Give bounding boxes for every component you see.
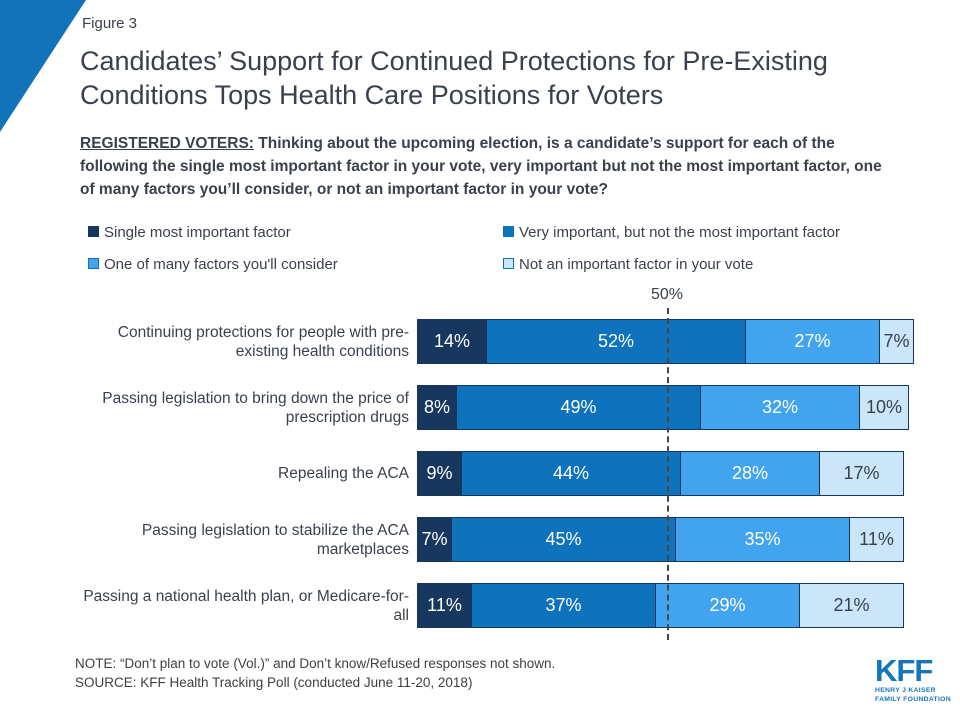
bar-segment: 29% [655,583,800,628]
segment-value: 14% [433,331,471,351]
bar-segment: 37% [471,583,656,628]
chart-row: Passing legislation to bring down the pr… [77,385,914,430]
legend-item: Single most important factor [88,224,503,241]
stacked-bar: 7% 45% 35% 11% [417,517,904,562]
bar-segment: 11% [417,583,472,628]
figure-label: Figure 3 [82,15,138,32]
corner-accent-triangle [0,0,86,132]
segment-value: 11% [859,529,894,549]
segment-value: 11% [427,595,462,615]
chart-row: Passing legislation to stabilize the ACA… [77,517,914,562]
bar-segment: 44% [461,451,681,496]
segment-value: 35% [744,529,781,549]
bar-segment: 28% [680,451,820,496]
legend-label: Very important, but not the most importa… [519,224,840,241]
segment-value: 52% [597,331,635,351]
segment-value: 21% [833,595,870,615]
chart-row: Continuing protections for people with p… [77,319,914,364]
bar-segment: 11% [849,517,904,562]
bar-segment: 35% [675,517,850,562]
segment-value: 45% [545,529,582,549]
bar-segment: 32% [700,385,860,430]
legend-label: One of many factors you'll consider [104,256,338,273]
bar-segment: 27% [745,319,880,364]
stacked-bar: 11% 37% 29% 21% [417,583,904,628]
legend-item: Not an important factor in your vote [503,256,840,273]
bar-segment: 52% [486,319,746,364]
bar-segment: 21% [799,583,904,628]
subtitle-prefix: REGISTERED VOTERS: [80,135,254,152]
legend-item: One of many factors you'll consider [88,256,503,273]
row-label: Passing a national health plan, or Medic… [83,587,409,624]
reference-line [667,308,669,640]
segment-value: 44% [552,463,590,483]
bar-segment: 8% [417,385,457,430]
segment-value: 32% [761,397,799,417]
row-label: Repealing the ACA [278,465,409,482]
segment-value: 9% [426,463,453,483]
stacked-bar: 8% 49% 32% 10% [417,385,909,430]
legend: Single most important factor Very importa… [88,224,840,273]
row-label: Passing legislation to stabilize the ACA… [141,521,409,558]
footer: NOTE: “Don’t plan to vote (Vol.)” and Do… [75,655,555,692]
bar-segment: 10% [859,385,909,430]
segment-value: 17% [843,463,880,483]
segment-value: 28% [731,463,769,483]
legend-label: Not an important factor in your vote [519,256,754,273]
legend-item: Very important, but not the most importa… [503,224,840,241]
subtitle-question: Thinking about the upcoming election, is… [80,135,882,198]
segment-value: 7% [421,529,448,549]
segment-value: 8% [423,397,450,417]
stacked-bar: 9% 44% 28% 17% [417,451,904,496]
chart-subtitle: REGISTERED VOTERS: Thinking about the up… [80,132,890,201]
bar-segment: 45% [451,517,676,562]
segment-value: 29% [709,595,746,615]
row-label: Passing legislation to bring down the pr… [102,389,409,426]
legend-label: Single most important factor [104,224,291,241]
chart-rows: Continuing protections for people with p… [77,319,914,649]
chart-row: Passing a national health plan, or Medic… [77,583,914,628]
stacked-bar: 14% 52% 27% 7% [417,319,914,364]
bar-segment: 7% [879,319,914,364]
note-text: NOTE: “Don’t plan to vote (Vol.)” and Do… [75,656,556,671]
legend-swatch [88,226,99,237]
source-text: SOURCE: KFF Health Tracking Poll (conduc… [75,674,473,690]
segment-value: 49% [560,397,597,417]
bar-segment: 7% [417,517,452,562]
bar-segment: 49% [456,385,701,430]
chart-title: Candidates’ Support for Continued Protec… [80,46,828,110]
segment-value: 37% [545,595,582,615]
logo-subtext-line2: FAMILY FOUNDATION [875,696,951,703]
bar-segment: 17% [819,451,904,496]
reference-line-label: 50% [650,286,684,303]
row-label: Continuing protections for people with p… [117,323,409,360]
segment-value: 10% [865,397,903,417]
kff-logo: KFF HENRY J KAISER FAMILY FOUNDATION [875,653,951,704]
segment-value: 27% [794,331,831,351]
bar-segment: 9% [417,451,462,496]
bar-segment: 14% [417,319,487,364]
logo-subtext-line1: HENRY J KAISER [875,687,936,694]
segment-value: 7% [883,331,910,351]
legend-swatch [503,226,514,237]
logo-text: KFF [875,653,933,688]
legend-swatch [88,258,99,269]
chart-row: Repealing the ACA 9% 44% 28% 17% [77,451,914,496]
legend-swatch [503,258,514,269]
